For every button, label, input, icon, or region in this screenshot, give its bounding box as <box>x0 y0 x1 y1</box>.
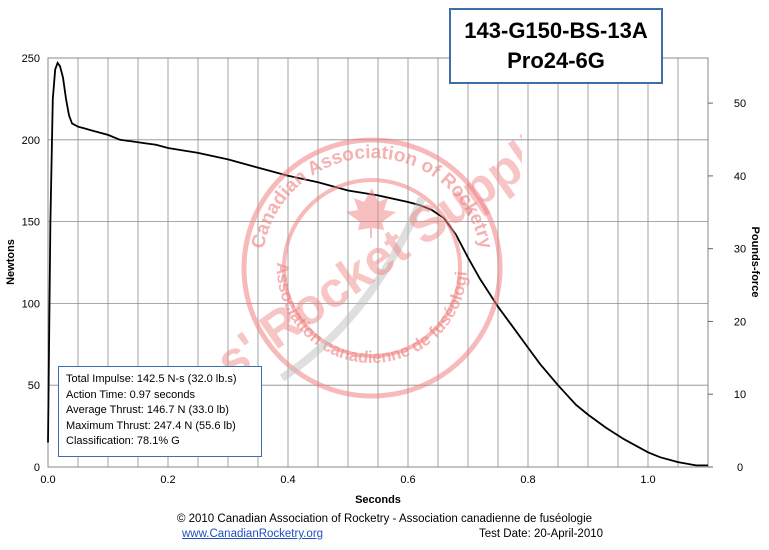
y-axis-title: Newtons <box>5 239 17 285</box>
stat-classification: Classification: 78.1% G <box>66 435 180 447</box>
stats-box: Total Impulse: 142.5 N-s (32.0 lb.s) Act… <box>58 366 262 457</box>
x-tick-label: 0.4 <box>280 474 295 486</box>
stat-maximum-thrust: Maximum Thrust: 247.4 N (55.6 lb) <box>66 419 236 432</box>
y-tick-label: 100 <box>22 298 40 310</box>
x-axis-ticks: 0.0 0.2 0.4 0.6 0.8 1.0 <box>40 474 655 486</box>
title-box: 143-G150-BS-13A Pro24-6G <box>449 8 663 84</box>
y-tick-label: 250 <box>22 53 40 65</box>
y2-axis-title: Pounds-force <box>749 227 761 298</box>
y-tick-label: 50 <box>28 380 40 392</box>
website-link[interactable]: www.CanadianRocketry.org <box>182 528 324 540</box>
stat-average-thrust: Average Thrust: 146.7 N (33.0 lb) <box>66 404 229 416</box>
y-tick-label: 0 <box>34 462 40 474</box>
x-tick-label: 0.2 <box>160 474 175 486</box>
chart-subtitle: Pro24-6G <box>507 48 605 73</box>
y2-tick-label: 30 <box>734 244 746 256</box>
y2-axis-ticks: 0 10 20 30 40 50 <box>708 98 746 474</box>
footer-copyright: © 2010 Canadian Association of Rocketry … <box>176 513 593 525</box>
x-axis-title: Seconds <box>355 494 401 506</box>
x-tick-label: 0.6 <box>400 474 415 486</box>
x-tick-label: 0.0 <box>40 474 55 486</box>
x-tick-label: 0.8 <box>520 474 535 486</box>
x-tick-label: 1.0 <box>640 474 655 486</box>
y2-tick-label: 50 <box>734 98 746 110</box>
test-date: Test Date: 20-April-2010 <box>479 528 604 540</box>
y2-tick-label: 0 <box>737 462 743 474</box>
stat-total-impulse: Total Impulse: 142.5 N-s (32.0 lb.s) <box>66 373 237 385</box>
chart-title: 143-G150-BS-13A <box>464 18 648 43</box>
y2-tick-label: 20 <box>734 316 746 328</box>
y-axis-ticks: 0 50 100 150 200 250 <box>22 53 40 474</box>
y-tick-label: 200 <box>22 135 40 147</box>
stat-action-time: Action Time: 0.97 seconds <box>66 388 196 401</box>
y-tick-label: 150 <box>22 217 40 229</box>
y2-tick-label: 10 <box>734 389 746 401</box>
y2-tick-label: 40 <box>734 171 746 183</box>
